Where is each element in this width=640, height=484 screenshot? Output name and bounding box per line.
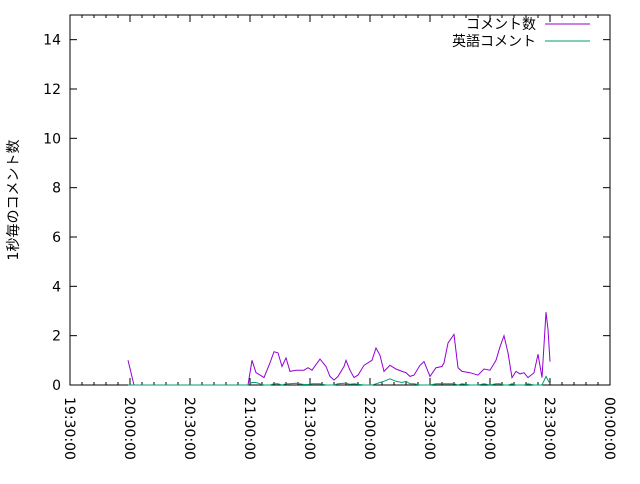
y-tick-label: 0 <box>52 378 61 394</box>
series-line-1 <box>128 376 550 385</box>
legend-label-comments: コメント数 <box>466 17 536 33</box>
y-tick-label: 12 <box>43 82 61 98</box>
axes: 0 2 4 6 8 10 12 14 19:30:00 20:00:00 20:30:00 21:00… <box>43 15 617 460</box>
x-tick-label: 21:00:00 <box>241 397 257 460</box>
y-tick-label: 14 <box>43 33 61 49</box>
legend-label-english: 英語コメント <box>452 33 536 50</box>
x-tick-label: 23:00:00 <box>481 397 497 460</box>
legend: コメント数 英語コメント <box>452 17 590 50</box>
x-tick-label: 20:00:00 <box>121 397 137 460</box>
x-tick-label: 21:30:00 <box>301 397 317 460</box>
x-tick-label: 00:00:00 <box>601 397 617 460</box>
x-tick-label: 22:00:00 <box>361 397 377 460</box>
y-tick-label: 4 <box>52 279 61 295</box>
y-tick-label: 2 <box>52 329 61 345</box>
y-tick-label: 10 <box>43 131 61 147</box>
y-tick-label: 6 <box>52 230 61 246</box>
series-line-0 <box>128 312 550 385</box>
x-tick-label: 20:30:00 <box>181 397 197 460</box>
plot-frame <box>70 15 610 385</box>
x-tick-label: 19:30:00 <box>61 397 77 460</box>
y-tick-label: 8 <box>52 181 61 197</box>
y-axis-label: 1秒毎のコメント数 <box>6 140 22 261</box>
series-group <box>128 312 550 385</box>
x-tick-label: 22:30:00 <box>421 397 437 460</box>
x-tick-label: 23:30:00 <box>541 397 557 460</box>
